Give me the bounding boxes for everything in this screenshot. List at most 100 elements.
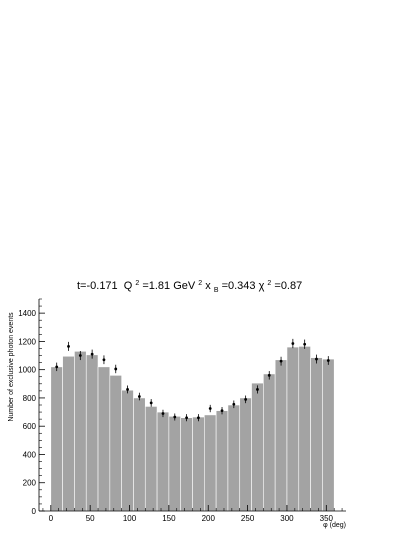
y-tick-label: 1000	[18, 366, 36, 375]
histogram-bar	[215, 410, 229, 512]
histogram-bar	[74, 350, 87, 512]
point-marker	[267, 373, 271, 377]
y-tick-label: 200	[23, 479, 37, 488]
point-marker	[78, 354, 82, 357]
histogram-bar	[263, 373, 276, 512]
x-tick-label: 300	[280, 514, 294, 523]
histogram-bar	[204, 414, 217, 512]
y-tick-label: 400	[23, 450, 37, 459]
title-q-val: =1.81 GeV	[142, 280, 196, 292]
data-point	[326, 356, 330, 365]
x-tick-label: 150	[162, 514, 176, 523]
point-marker	[232, 402, 236, 406]
data-point	[315, 354, 318, 364]
point-marker	[173, 415, 177, 419]
data-point	[102, 355, 106, 365]
y-axis-ticks: 0 200 400 600 800 1000 1200 1400	[18, 298, 45, 516]
point-marker	[208, 407, 212, 410]
data-point	[291, 338, 295, 349]
histogram-bar	[144, 406, 158, 512]
title-chi: χ	[259, 280, 265, 292]
data-point	[303, 339, 307, 349]
data-point	[78, 351, 82, 361]
point-marker	[279, 359, 283, 363]
histogram-bar	[251, 382, 264, 512]
point-marker	[114, 367, 118, 371]
y-tick-label: 0	[32, 507, 37, 516]
histogram-bar	[298, 346, 311, 512]
y-axis-label: Number of exclusive photon events	[8, 312, 15, 422]
x-tick-label: 0	[49, 514, 54, 523]
data-point	[55, 362, 59, 372]
point-marker	[90, 352, 94, 356]
data-point	[256, 385, 259, 394]
histogram-bar	[97, 366, 111, 512]
data-point	[126, 385, 129, 394]
data-point	[90, 349, 94, 359]
x-tick-label: 350	[320, 514, 334, 523]
histogram-bar	[310, 357, 323, 512]
histogram-bar	[286, 346, 300, 512]
data-point	[208, 404, 212, 413]
y-tick-label: 1200	[18, 337, 36, 346]
point-marker	[137, 395, 141, 398]
point-marker	[326, 359, 330, 362]
point-marker	[55, 365, 59, 369]
x-tick-label: 250	[241, 514, 255, 523]
svg-text:t=-0.171 Q 2: t=-0.171 Q 2 =1.81 GeV 2 x B =0.343 χ 2 …	[77, 276, 302, 295]
point-marker	[161, 412, 165, 415]
title-xb-val: =0.343	[222, 280, 256, 292]
data-point	[197, 414, 200, 422]
histogram-bar	[85, 354, 99, 512]
histogram-bar	[192, 416, 205, 512]
x-axis-ticks: 0 50 100 150 200 250 300 350	[42, 505, 343, 523]
histogram-bar	[121, 389, 134, 512]
histogram-bar	[156, 411, 170, 512]
x-tick-label: 50	[86, 514, 95, 523]
histogram-bar	[133, 397, 146, 512]
title-t: t=-0.171	[77, 280, 118, 292]
title-q: Q	[124, 280, 133, 292]
point-marker	[197, 416, 200, 420]
title-chi-val: =0.87	[274, 280, 302, 292]
histogram-bar	[180, 417, 193, 512]
point-marker	[126, 388, 129, 391]
title-gev-exp: 2	[198, 280, 202, 287]
histogram-bar	[109, 375, 122, 512]
x-tick-label: 100	[123, 514, 137, 523]
data-point	[67, 341, 70, 351]
data-point	[137, 392, 141, 401]
data-point	[114, 364, 118, 374]
histogram-bar	[322, 358, 335, 512]
point-marker	[256, 388, 259, 391]
y-tick-label: 1400	[18, 309, 36, 318]
y-tick-label: 600	[23, 422, 37, 431]
point-marker	[220, 409, 224, 413]
histogram-bar	[168, 416, 181, 512]
histogram-bar	[239, 397, 252, 512]
y-tick-label: 800	[23, 394, 37, 403]
histogram-bar	[50, 366, 63, 512]
data-point	[267, 371, 271, 380]
histogram-bars	[50, 346, 335, 512]
title-xb: x	[205, 280, 211, 292]
data-point	[220, 406, 224, 415]
data-points	[55, 338, 330, 422]
x-axis-label: φ (deg)	[323, 522, 346, 529]
point-marker	[303, 342, 307, 346]
point-marker	[67, 344, 70, 348]
point-marker	[185, 416, 188, 420]
data-point	[161, 409, 165, 418]
point-marker	[149, 401, 153, 405]
histogram-bar	[227, 404, 241, 512]
point-marker	[315, 357, 318, 361]
chart-title: t=-0.171 Q 2 =1.81 GeV 2 x B =0.343 χ 2 …	[77, 276, 302, 295]
title-xb-sub: B	[214, 287, 219, 294]
point-marker	[102, 358, 106, 362]
data-point	[149, 399, 153, 407]
data-point	[173, 413, 177, 421]
data-point	[279, 356, 283, 366]
data-point	[232, 400, 236, 409]
histogram-bar	[62, 355, 75, 512]
